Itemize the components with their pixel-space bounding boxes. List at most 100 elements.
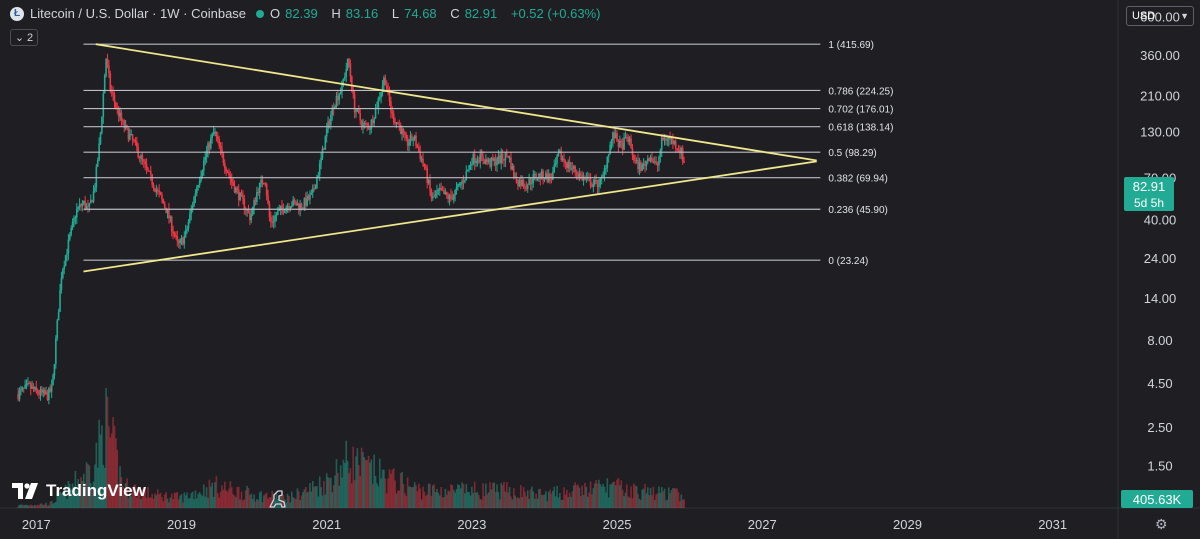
- volume-bar: [286, 493, 289, 508]
- volume-bar: [85, 462, 88, 508]
- candle: [512, 164, 515, 180]
- upper-trendline[interactable]: [95, 43, 817, 162]
- candle: [240, 189, 243, 197]
- candle: [554, 157, 557, 167]
- candle: [306, 191, 308, 207]
- volume-bar: [240, 491, 243, 508]
- volume-bar: [144, 488, 146, 508]
- candle: [307, 194, 310, 201]
- candle: [496, 157, 498, 172]
- volume-bar: [383, 469, 385, 508]
- volume-bar: [257, 500, 260, 508]
- volume-bar: [539, 488, 542, 508]
- volume-bar: [455, 489, 458, 508]
- volume-bar: [674, 488, 677, 508]
- candle: [672, 133, 674, 149]
- volume-bar: [223, 481, 226, 508]
- candle: [239, 192, 241, 202]
- currency-select[interactable]: USD ▼: [1126, 6, 1194, 26]
- candle: [66, 248, 68, 262]
- volume-bar: [397, 490, 399, 508]
- candle: [542, 169, 544, 185]
- volume-bar: [542, 494, 544, 508]
- ohlc-open-label: O: [270, 6, 281, 21]
- tradingview-logo[interactable]: TradingView: [12, 481, 146, 501]
- candle: [236, 185, 239, 194]
- volume-bar: [504, 491, 507, 508]
- candle: [73, 215, 75, 228]
- volume-bar: [680, 494, 683, 508]
- volume-bar: [438, 495, 441, 508]
- candle: [443, 186, 445, 195]
- candle: [225, 166, 227, 176]
- candle: [22, 387, 25, 393]
- time-axis[interactable]: 2017 2019 2021 2023 2025 2027 2029 2031: [22, 517, 1067, 532]
- volume-bar: [603, 486, 606, 508]
- volume-bar: [254, 501, 257, 508]
- volume-bar: [613, 481, 616, 508]
- volume-bar: [62, 493, 64, 508]
- candle: [508, 155, 511, 163]
- candle: [191, 201, 194, 213]
- candle: [235, 186, 237, 195]
- volume-bar: [151, 494, 153, 508]
- symbol-title[interactable]: Litecoin / U.S. Dollar · 1W · Coinbase: [30, 6, 247, 21]
- volume-bar: [297, 491, 300, 508]
- candle: [549, 172, 551, 185]
- gear-icon[interactable]: ⚙: [1155, 516, 1168, 532]
- volume-bar: [256, 498, 258, 508]
- volume-bar: [367, 455, 370, 508]
- candle: [351, 75, 353, 93]
- candle: [436, 184, 438, 199]
- triangle-trendlines[interactable]: [83, 43, 817, 273]
- volume-bar: [399, 473, 402, 508]
- candle: [510, 152, 512, 171]
- fibonacci-retracement[interactable]: 1 (415.69) 0.786 (224.25) 0.702 (176.01) 0.…: [83, 40, 893, 267]
- candle: [119, 107, 121, 121]
- volume-bar: [579, 496, 582, 508]
- volume-bar: [148, 497, 151, 508]
- candle: [459, 181, 462, 189]
- volume-bar: [436, 488, 438, 508]
- volume-bar: [401, 471, 403, 508]
- candle: [360, 119, 363, 131]
- volume-bar: [592, 488, 595, 508]
- symbol-legend[interactable]: Ł Litecoin / U.S. Dollar · 1W · Coinbase…: [10, 6, 605, 21]
- volume-bar: [296, 488, 299, 508]
- candle: [87, 200, 89, 213]
- volume-bar: [563, 487, 565, 508]
- volume-bar: [514, 495, 516, 508]
- volume-bar: [662, 491, 664, 508]
- candle: [258, 182, 261, 200]
- volume-bar: [325, 473, 328, 508]
- dinosaur-icon[interactable]: [269, 490, 286, 508]
- volume-bar: [17, 506, 19, 508]
- volume-bar: [275, 493, 278, 508]
- candle: [265, 182, 268, 201]
- indicators-toggle-button[interactable]: ⌄ 2: [10, 29, 38, 46]
- volume-bar: [497, 492, 500, 508]
- candle: [526, 183, 529, 193]
- candle: [494, 153, 497, 171]
- volume-bar: [535, 493, 537, 508]
- volume-bar: [648, 495, 650, 508]
- volume-bar: [25, 504, 28, 508]
- price-axis[interactable]: 600.00360.00210.00130.0070.0040.0024.001…: [1140, 10, 1180, 474]
- volume-bar: [465, 484, 468, 508]
- volume-bar: [81, 480, 84, 508]
- candle: [84, 195, 86, 211]
- volume-bar: [103, 467, 106, 508]
- volume-bar: [584, 482, 586, 508]
- candle: [274, 211, 276, 228]
- candle: [440, 182, 442, 191]
- volume-bar: [222, 489, 225, 508]
- lower-trendline[interactable]: [83, 160, 817, 273]
- volume-bar: [546, 501, 549, 508]
- candle: [52, 373, 54, 386]
- candle: [299, 199, 301, 217]
- candle: [581, 170, 583, 182]
- volume-bar: [36, 504, 39, 508]
- candle: [624, 131, 627, 139]
- volume-bar: [95, 442, 98, 508]
